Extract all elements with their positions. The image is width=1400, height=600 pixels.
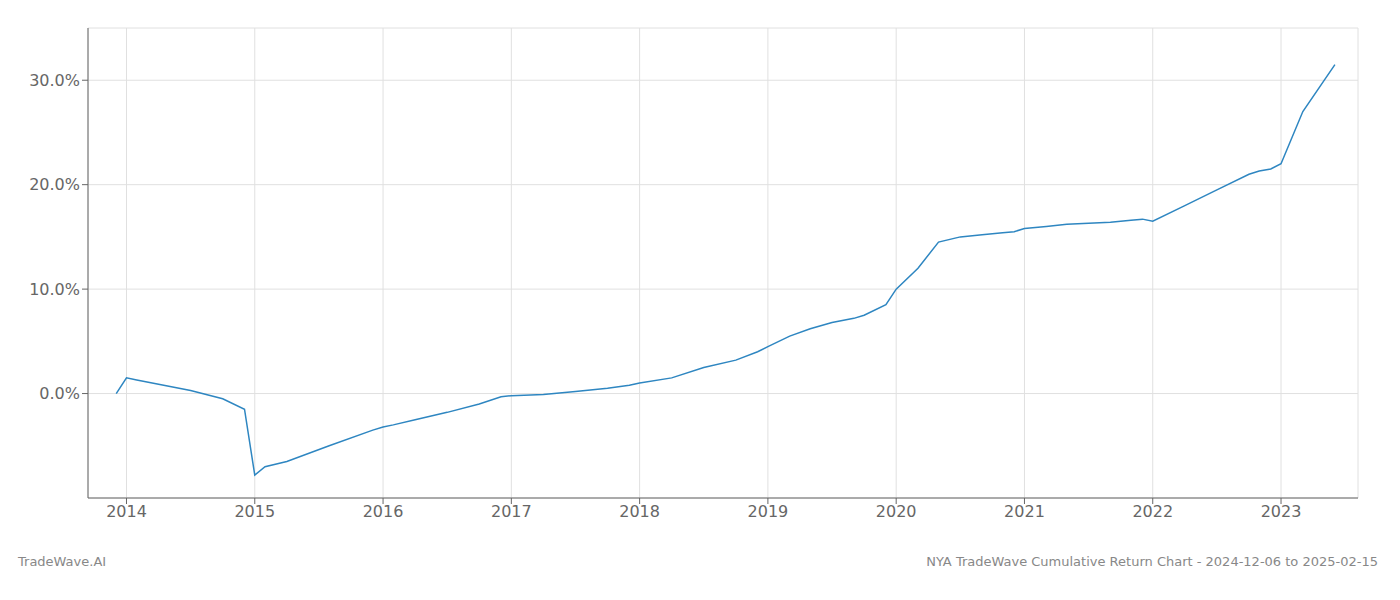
svg-text:10.0%: 10.0%	[29, 280, 80, 299]
svg-text:0.0%: 0.0%	[39, 384, 80, 403]
svg-text:2020: 2020	[876, 502, 917, 521]
svg-text:2019: 2019	[748, 502, 789, 521]
html-text:NYA TradeWave Cumulative Retur: NYA TradeWave Cumulative Return Chart - …	[926, 554, 1378, 569]
svg-text:2023: 2023	[1261, 502, 1302, 521]
svg-text:20.0%: 20.0%	[29, 175, 80, 194]
svg-text:2014: 2014	[106, 502, 147, 521]
svg-text:2021: 2021	[1004, 502, 1045, 521]
html-text:TradeWave.AI: TradeWave.AI	[18, 554, 107, 569]
svg-text:2018: 2018	[619, 502, 660, 521]
svg-text:2017: 2017	[491, 502, 532, 521]
svg-text:2016: 2016	[363, 502, 404, 521]
svg-text:2015: 2015	[234, 502, 275, 521]
svg-text:2022: 2022	[1132, 502, 1173, 521]
svg-text:30.0%: 30.0%	[29, 71, 80, 90]
